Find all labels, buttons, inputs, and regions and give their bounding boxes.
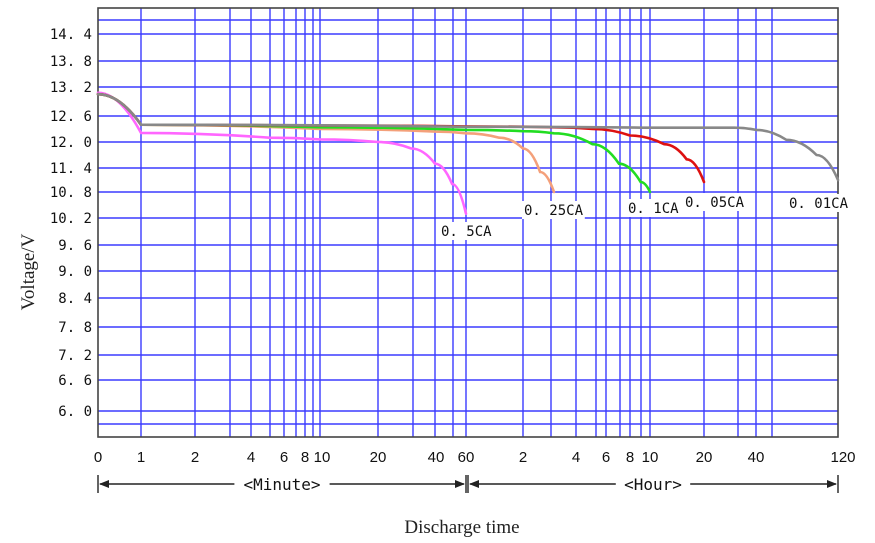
x-tick-label-hour: 20 [696, 449, 713, 466]
x-tick-label-minute: 8 [301, 449, 309, 466]
series-line-0.25CA [96, 92, 556, 194]
y-tick-label: 13. 8 [50, 54, 92, 70]
x-tick-label-minute: 0 [94, 449, 102, 466]
x-tick-label-hour: 6 [602, 449, 610, 466]
y-tick-label: 6. 0 [58, 404, 92, 420]
y-tick-labels: 14. 4 13. 8 13. 2 12. 6 12. 0 11. 4 10. 8 10. 2… [50, 27, 92, 420]
series-label: 0. 05CA [685, 195, 745, 211]
series-labels: 0. 5CA 0. 25CA 0. 1CA 0. 05CA 0. 01CA [439, 193, 850, 240]
plot-border [97, 7, 839, 438]
y-tick-label: 14. 4 [50, 27, 92, 43]
minute-span-arrow-right [455, 480, 465, 488]
y-tick-label: 9. 0 [58, 264, 92, 280]
time-span-indicators: <Minute> <Hour> [97, 475, 839, 494]
hour-span-label: <Hour> [624, 475, 682, 494]
x-tick-label-minute: 60 [458, 449, 475, 466]
x-tick-label-minute: 4 [247, 449, 255, 466]
series-label-bg [626, 199, 681, 217]
y-tick-label: 13. 2 [50, 80, 92, 96]
y-tick-label: 8. 4 [58, 291, 92, 307]
x-tick-label-hour: 8 [626, 449, 634, 466]
series-label: 0. 5CA [441, 224, 492, 240]
y-axis-title: Voltage/V [18, 233, 39, 310]
y-tick-label: 12. 6 [50, 109, 92, 125]
x-axis-title: Discharge time [404, 517, 519, 538]
series-label: 0. 25CA [524, 203, 584, 219]
x-tick-label-hour: 4 [572, 449, 580, 466]
x-tick-label-minute: 2 [191, 449, 199, 466]
series-line-0.05CA [96, 92, 706, 184]
y-tick-label: 7. 8 [58, 320, 92, 336]
hour-span-arrow-left [469, 480, 479, 488]
y-tick-label: 10. 2 [50, 211, 92, 227]
series-label-bg [439, 222, 494, 240]
x-tick-label-minute: 10 [314, 449, 331, 466]
series-line-0.01CA [96, 92, 840, 182]
minute-span-arrow-left [99, 480, 109, 488]
x-tick-label-hour: 10 [642, 449, 659, 466]
x-tick-label-hour: 2 [519, 449, 527, 466]
y-tick-label: 12. 0 [50, 135, 92, 151]
series-curves [96, 91, 840, 215]
y-tick-label: 9. 6 [58, 238, 92, 254]
x-tick-labels: 0 1 2 4 6 8 10 20 40 60 2 4 6 8 10 20 40 120 [94, 449, 856, 466]
series-line-0.5CA [96, 91, 468, 215]
series-label-bg [522, 201, 585, 219]
hour-span-arrow-right [827, 480, 837, 488]
x-tick-label-hour: 40 [748, 449, 765, 466]
x-tick-label-minute: 1 [137, 449, 145, 466]
y-tick-label: 11. 4 [50, 161, 92, 177]
y-tick-label: 7. 2 [58, 348, 92, 364]
x-tick-label-minute: 6 [280, 449, 288, 466]
grid-lines [98, 8, 838, 437]
y-tick-label: 6. 6 [58, 373, 92, 389]
x-tick-label-minute: 40 [428, 449, 445, 466]
series-line-0.1CA [96, 92, 652, 194]
series-label-bg [787, 194, 850, 212]
x-tick-label-minute: 20 [370, 449, 387, 466]
y-tick-label: 10. 8 [50, 185, 92, 201]
plot-frame [97, 7, 839, 438]
minute-span-label: <Minute> [243, 475, 320, 494]
series-label: 0. 1CA [628, 201, 679, 217]
series-label: 0. 01CA [789, 196, 849, 212]
series-label-bg [683, 193, 746, 211]
x-tick-label-hour: 120 [830, 449, 855, 466]
